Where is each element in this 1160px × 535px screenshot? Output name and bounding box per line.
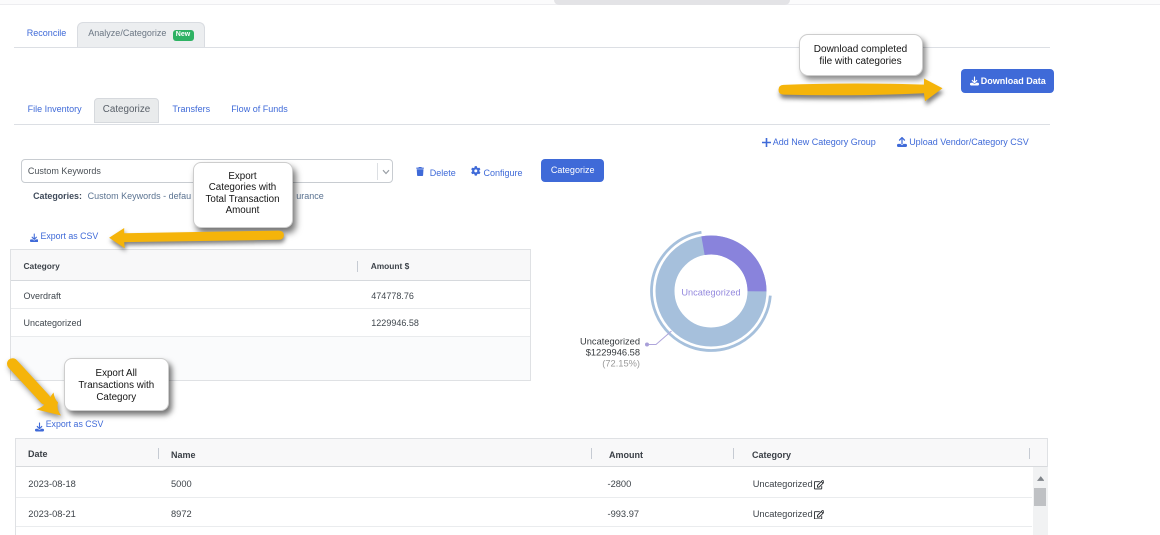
- svg-text:$1229946.58: $1229946.58: [586, 347, 640, 357]
- svg-text:Uncategorized: Uncategorized: [580, 336, 640, 346]
- svg-text:(72.15%): (72.15%): [602, 359, 640, 369]
- svg-text:Uncategorized: Uncategorized: [681, 287, 740, 297]
